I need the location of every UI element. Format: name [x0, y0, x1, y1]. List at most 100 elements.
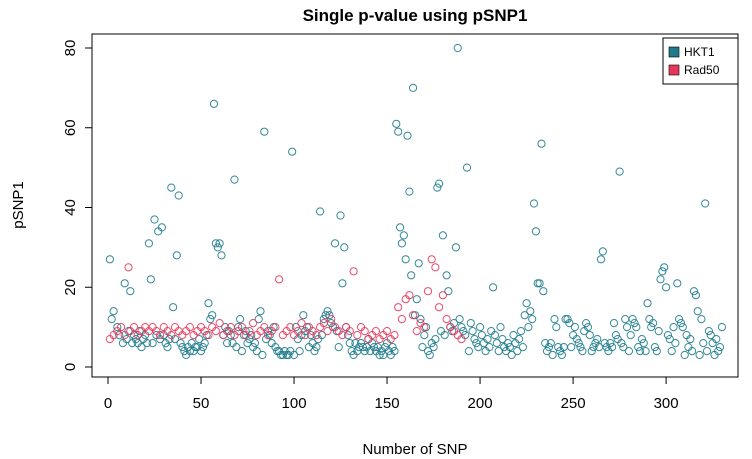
point-hkt1 [701, 199, 710, 208]
point-hkt1 [582, 319, 591, 328]
point-hkt1 [697, 315, 706, 324]
point-hkt1 [695, 350, 704, 360]
legend: HKT1 Rad50 [662, 37, 739, 85]
point-hkt1 [356, 339, 366, 348]
point-hkt1 [649, 319, 658, 328]
point-hkt1 [643, 299, 652, 308]
point-hkt1 [388, 343, 397, 352]
point-hkt1 [637, 335, 647, 344]
point-hkt1 [474, 343, 483, 352]
point-hkt1 [462, 163, 472, 172]
point-rad50 [438, 291, 447, 300]
point-hkt1 [678, 323, 687, 332]
point-hkt1 [325, 311, 334, 320]
point-rad50 [345, 327, 354, 336]
point-hkt1 [431, 335, 440, 344]
point-hkt1 [291, 323, 300, 332]
point-hkt1 [457, 323, 466, 332]
point-rad50 [156, 331, 165, 340]
x-tick-label: 0 [104, 395, 112, 412]
point-hkt1 [647, 323, 656, 332]
point-hkt1 [673, 279, 682, 288]
point-hkt1 [552, 323, 561, 332]
point-rad50 [293, 327, 302, 336]
point-rad50 [371, 327, 380, 336]
point-hkt1 [596, 255, 606, 264]
point-hkt1 [146, 275, 155, 284]
point-hkt1 [163, 343, 172, 352]
point-hkt1 [165, 335, 174, 344]
x-tick-label: 250 [561, 395, 586, 412]
point-hkt1 [455, 315, 464, 324]
point-rad50 [245, 327, 254, 336]
point-rad50 [435, 303, 444, 312]
point-rad50 [211, 327, 220, 336]
point-hkt1 [563, 315, 572, 324]
point-hkt1 [330, 239, 340, 248]
point-hkt1 [223, 339, 232, 348]
point-hkt1 [107, 315, 116, 324]
point-hkt1 [213, 243, 222, 252]
point-hkt1 [401, 255, 410, 264]
point-hkt1 [557, 350, 567, 360]
point-hkt1 [520, 311, 529, 320]
point-rad50 [185, 323, 194, 332]
point-hkt1 [299, 311, 308, 320]
point-rad50 [457, 335, 466, 344]
point-hkt1 [496, 323, 505, 332]
legend-label-hkt1: HKT1 [684, 45, 715, 59]
point-hkt1 [714, 347, 723, 356]
point-hkt1 [537, 139, 546, 148]
point-hkt1 [656, 275, 665, 284]
point-hkt1 [278, 350, 287, 360]
point-hkt1 [122, 335, 131, 344]
point-hkt1 [641, 347, 650, 356]
point-hkt1 [570, 323, 580, 332]
point-hkt1 [572, 335, 581, 344]
x-axis-label: Number of SNP [362, 441, 467, 458]
legend-box [662, 37, 739, 85]
point-hkt1 [663, 331, 673, 340]
point-hkt1 [420, 331, 429, 340]
point-rad50 [390, 331, 399, 340]
point-hkt1 [185, 347, 194, 356]
x-tick-label: 200 [468, 395, 493, 412]
point-hkt1 [178, 343, 187, 352]
point-hkt1 [589, 343, 598, 352]
point-hkt1 [169, 303, 178, 312]
point-hkt1 [689, 287, 699, 296]
point-hkt1 [418, 343, 427, 352]
point-hkt1 [583, 323, 593, 332]
point-hkt1 [369, 343, 379, 352]
point-hkt1 [662, 283, 671, 292]
point-hkt1 [442, 271, 451, 280]
point-hkt1 [198, 343, 207, 352]
point-hkt1 [485, 343, 494, 352]
point-rad50 [275, 275, 284, 284]
x-tick-label: 150 [375, 395, 400, 412]
point-rad50 [271, 323, 280, 332]
point-hkt1 [585, 331, 594, 340]
point-hkt1 [105, 255, 115, 264]
point-hkt1 [397, 239, 406, 248]
y-tick-label: 0 [62, 363, 79, 371]
point-hkt1 [554, 343, 563, 352]
point-hkt1 [717, 323, 727, 332]
point-hkt1 [476, 323, 485, 332]
point-hkt1 [667, 347, 676, 356]
point-hkt1 [211, 239, 220, 248]
point-hkt1 [144, 239, 153, 248]
point-hkt1 [340, 243, 349, 252]
point-hkt1 [405, 187, 414, 196]
point-hkt1 [338, 279, 347, 288]
point-rad50 [226, 323, 235, 332]
point-hkt1 [483, 335, 492, 344]
point-hkt1 [550, 315, 559, 324]
point-hkt1 [143, 339, 152, 348]
y-tick-label: 80 [62, 40, 79, 57]
point-rad50 [129, 323, 139, 332]
point-hkt1 [343, 331, 353, 340]
point-hkt1 [548, 350, 557, 360]
point-hkt1 [232, 343, 241, 352]
point-rad50 [237, 323, 246, 332]
